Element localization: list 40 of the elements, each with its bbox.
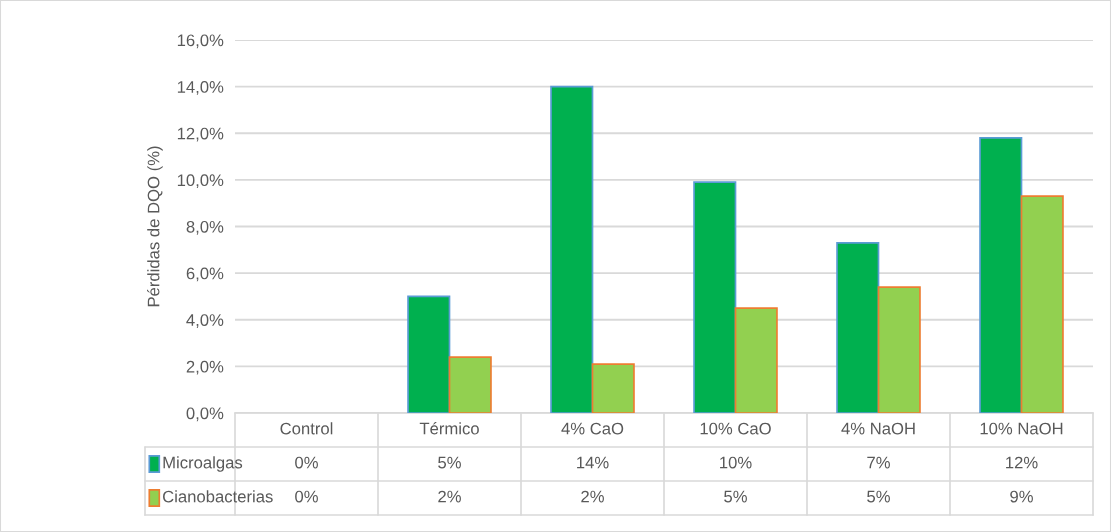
bar: [734, 307, 778, 413]
x-tick-label: Térmico: [419, 422, 479, 435]
x-tick-label: 4% CaO: [561, 422, 624, 435]
data-label: 12%: [1006, 456, 1038, 469]
legend-label: Cianobacterias: [163, 490, 273, 503]
bar: [1020, 195, 1064, 413]
bar: [550, 85, 594, 413]
data-label: 5%: [438, 456, 461, 469]
y-tick-label: 4,0%: [186, 314, 224, 328]
data-label: 14%: [577, 456, 609, 469]
x-tick-label: 10% CaO: [700, 422, 771, 435]
y-axis-title: Pérdidas de DQO (%): [147, 146, 163, 307]
y-tick-label: 0,0%: [186, 407, 224, 422]
x-tick-label: Control: [280, 422, 333, 435]
data-label: 7%: [867, 456, 890, 469]
bar: [693, 181, 737, 413]
bar: [836, 241, 880, 413]
y-tick-label: 12,0%: [177, 127, 224, 142]
legend-label: Microalgas: [163, 456, 243, 472]
data-label: 2%: [581, 490, 604, 503]
data-label: 2%: [438, 490, 461, 503]
data-label: 0%: [295, 456, 318, 469]
bar: [448, 356, 492, 413]
bar: [877, 286, 921, 413]
data-label: 10%: [720, 456, 752, 469]
data-label: 9%: [1010, 490, 1033, 503]
x-tick-label: 10% NaOH: [980, 422, 1063, 435]
bar: [591, 363, 635, 413]
y-tick-label: 16,0%: [177, 34, 224, 49]
data-label: 0%: [295, 490, 318, 503]
bar: [979, 137, 1023, 413]
data-label: 5%: [724, 490, 747, 503]
y-tick-label: 8,0%: [186, 220, 224, 235]
y-tick-label: 2,0%: [186, 360, 224, 375]
bar: [407, 295, 451, 413]
x-tick-label: 4% NaOH: [841, 422, 915, 435]
y-tick-label: 14,0%: [177, 81, 224, 95]
data-label: 5%: [867, 490, 890, 503]
y-tick-label: 10,0%: [177, 174, 224, 189]
y-tick-label: 6,0%: [186, 267, 224, 282]
